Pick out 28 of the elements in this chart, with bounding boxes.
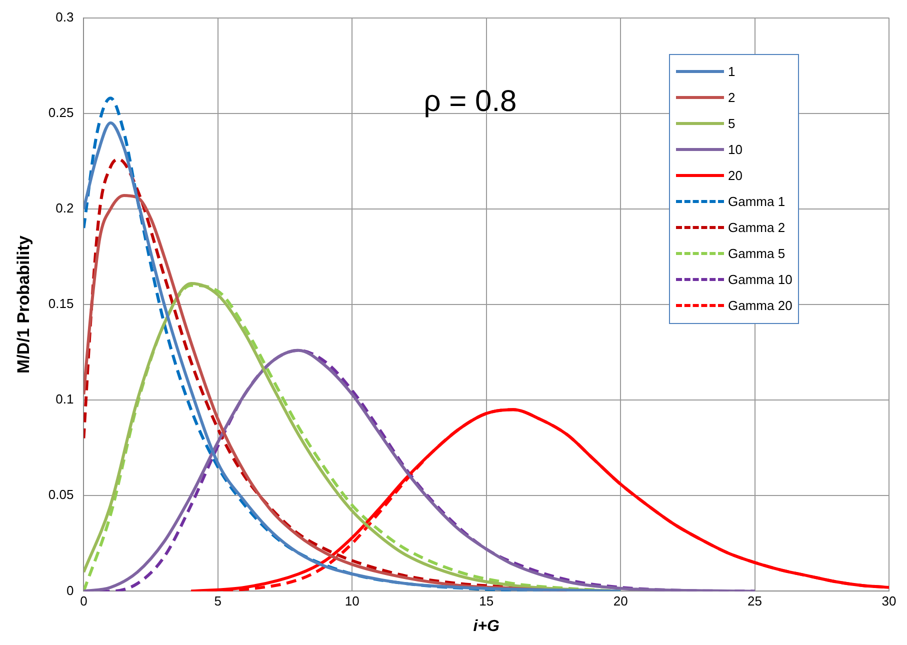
- x-axis-title: i+G: [473, 618, 500, 635]
- legend-label: Gamma 1: [728, 194, 786, 210]
- y-tick-label: 0.25: [48, 104, 74, 120]
- y-tick-label: 0: [66, 582, 74, 598]
- legend-label: 2: [728, 90, 736, 106]
- legend-label: Gamma 2: [728, 220, 786, 236]
- x-tick-label: 5: [214, 594, 222, 609]
- x-tick-label: 0: [80, 594, 88, 609]
- x-tick-label: 30: [882, 594, 896, 609]
- x-tick-label: 20: [613, 594, 628, 609]
- y-tick-label: 0.1: [56, 392, 74, 407]
- legend-label: Gamma 10: [728, 272, 792, 288]
- x-tick-label: 10: [344, 594, 360, 609]
- legend-label: 5: [728, 116, 736, 132]
- y-tick-label: 0.05: [48, 487, 74, 502]
- x-tick-label: 25: [748, 594, 762, 609]
- legend-label: 20: [728, 168, 742, 184]
- x-tick-label: 15: [479, 594, 494, 609]
- y-tick-label: 0.15: [48, 296, 74, 312]
- legend-label: Gamma 5: [728, 246, 786, 262]
- y-tick-label: 0.2: [56, 200, 74, 216]
- legend-label: Gamma 20: [728, 298, 792, 314]
- annotation: ρ = 0.8: [424, 85, 517, 118]
- line-series: [84, 348, 756, 592]
- y-axis-title: M/D/1 Probability: [14, 235, 33, 374]
- y-tick-label: 0.3: [56, 9, 74, 24]
- legend-label: 10: [728, 142, 742, 158]
- legend-label: 1: [728, 64, 736, 80]
